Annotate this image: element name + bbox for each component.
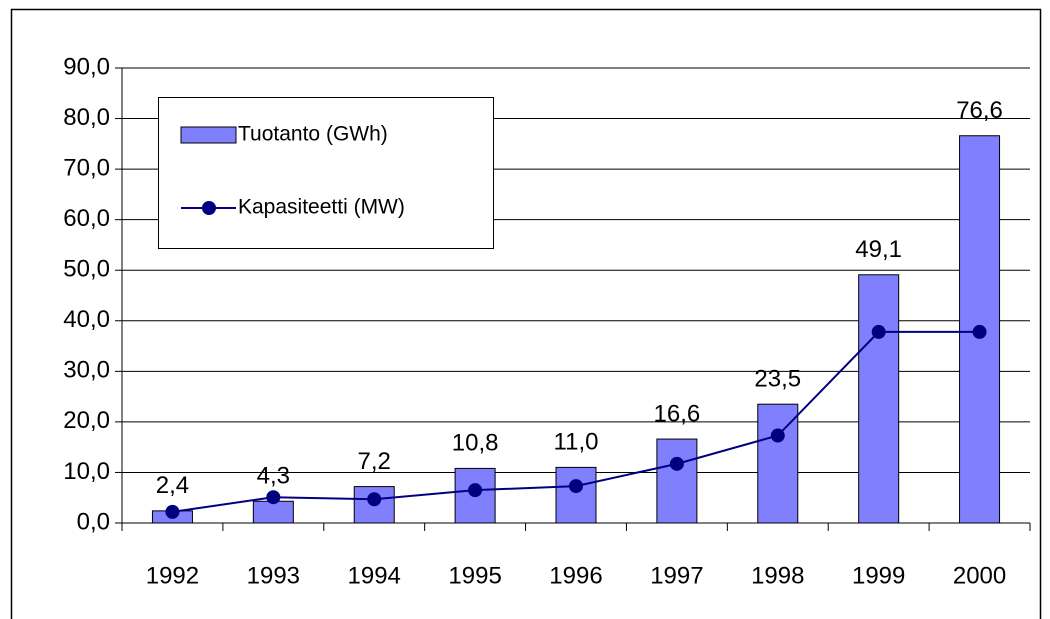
x-tick-label: 1999 (852, 562, 905, 589)
y-tick-label: 50,0 (63, 256, 110, 283)
x-tick-label: 1997 (650, 562, 703, 589)
y-tick-label: 40,0 (63, 306, 110, 333)
data-label: 23,5 (754, 366, 801, 393)
x-tick-label: 2000 (953, 562, 1006, 589)
marker (165, 504, 180, 519)
marker (972, 324, 987, 339)
marker (569, 479, 583, 494)
marker (871, 324, 886, 339)
bar (858, 274, 900, 524)
data-label: 11,0 (554, 429, 599, 456)
x-tick-label: 1998 (751, 562, 804, 589)
y-tick-label: 80,0 (63, 104, 110, 131)
legend-label: Tuotanto (GWh) (238, 123, 388, 146)
x-tick-label: 1993 (247, 562, 300, 589)
bar (252, 500, 294, 524)
marker (468, 483, 483, 498)
y-tick-label: 0,0 (77, 508, 110, 535)
data-label: 4,3 (257, 463, 290, 490)
bar (757, 403, 799, 524)
legend-swatch (180, 126, 237, 144)
x-tick-label: 1996 (549, 562, 602, 589)
marker (770, 428, 785, 443)
data-label: 2,4 (156, 472, 189, 499)
data-label: 49,1 (855, 236, 902, 263)
x-tick-label: 1992 (146, 562, 199, 589)
x-tick-label: 1995 (448, 562, 501, 589)
data-label: 76,6 (956, 97, 1003, 124)
bar (656, 438, 698, 524)
data-label: 7,2 (358, 448, 391, 475)
legend-marker (202, 201, 216, 215)
legend-box (158, 97, 494, 249)
y-tick-label: 70,0 (63, 154, 110, 181)
data-label: 10,8 (452, 430, 499, 457)
y-tick-label: 10,0 (63, 458, 110, 485)
marker (367, 492, 382, 507)
y-tick-label: 30,0 (63, 357, 110, 384)
x-tick-label: 1994 (348, 562, 401, 589)
marker (266, 490, 281, 505)
data-label: 16,6 (654, 400, 701, 427)
y-tick-label: 20,0 (63, 407, 110, 434)
bar (555, 466, 597, 524)
y-tick-label: 90,0 (63, 53, 110, 80)
y-tick-label: 60,0 (63, 205, 110, 232)
marker (669, 456, 684, 471)
legend-label: Kapasiteetti (MW) (238, 196, 405, 219)
